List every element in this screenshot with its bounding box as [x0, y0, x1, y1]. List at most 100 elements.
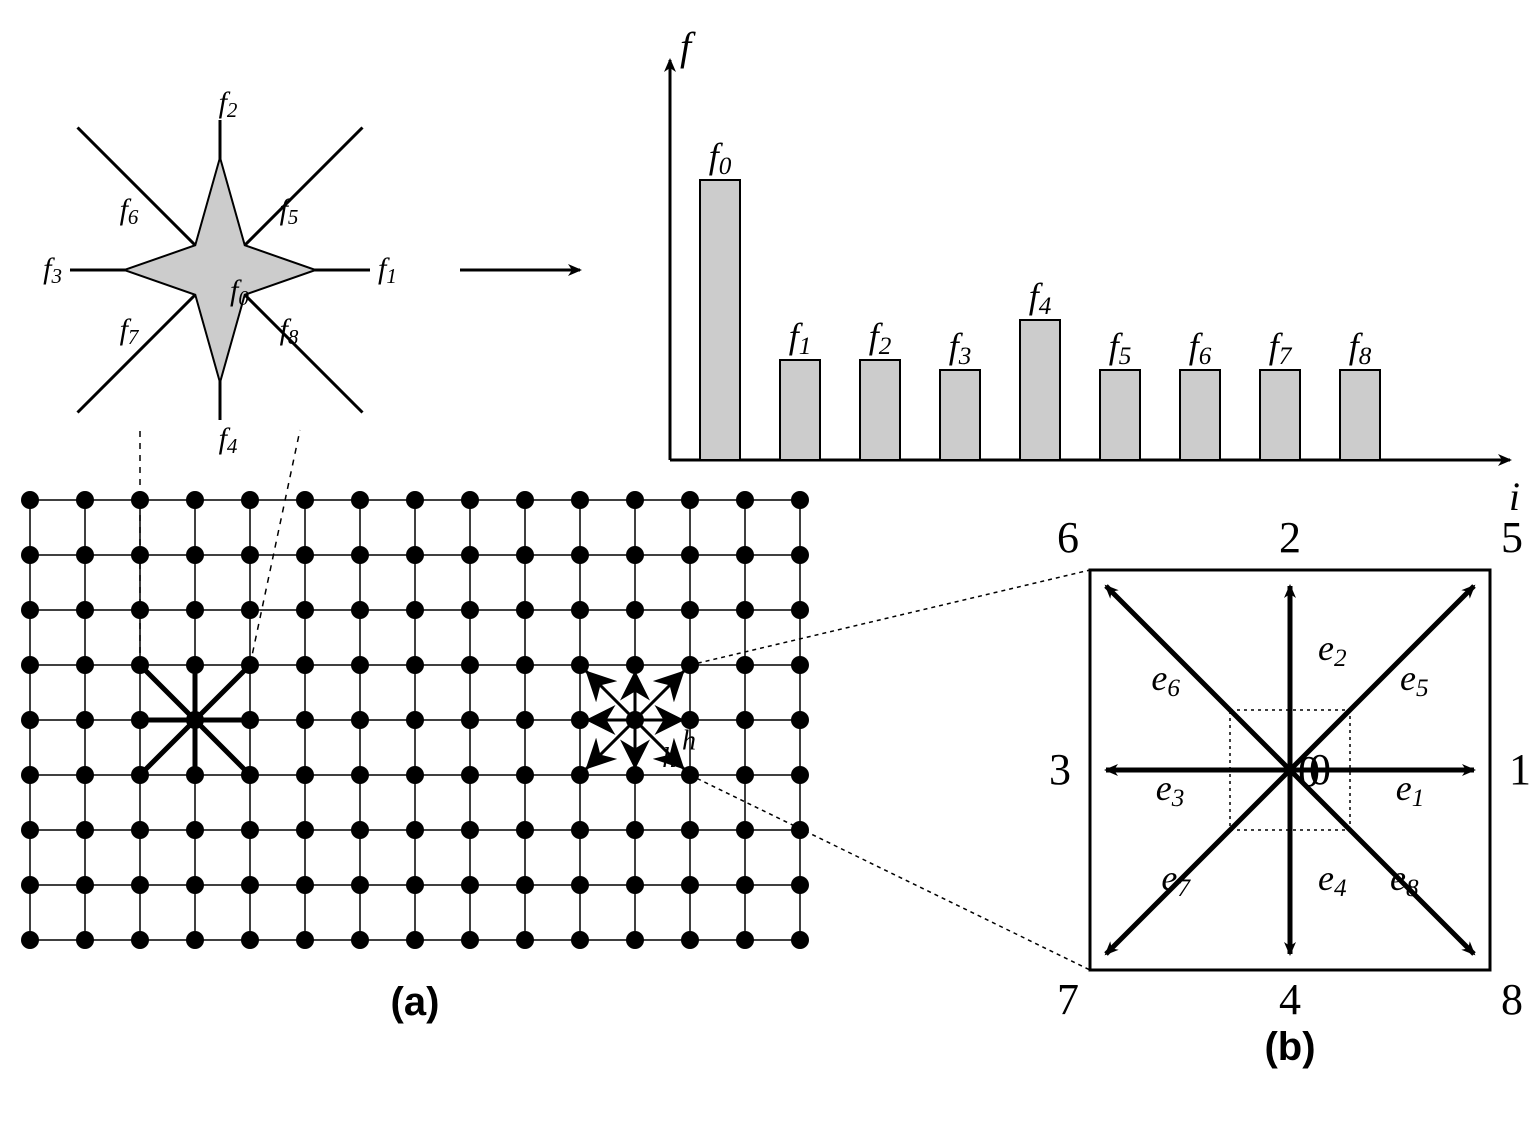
lattice-node: [21, 876, 39, 894]
bar: [780, 360, 820, 460]
edge-label: e5: [1400, 658, 1429, 702]
lattice-node: [736, 656, 754, 674]
star-label: f4: [219, 422, 238, 458]
lattice-node: [791, 876, 809, 894]
lattice-node: [21, 821, 39, 839]
lattice-node: [21, 601, 39, 619]
lattice-node: [681, 876, 699, 894]
lattice-node: [406, 821, 424, 839]
lattice-node: [461, 711, 479, 729]
lattice-node: [186, 546, 204, 564]
lattice-node: [461, 656, 479, 674]
lattice-node: [241, 491, 259, 509]
lattice-node: [736, 711, 754, 729]
lattice-node: [791, 656, 809, 674]
lattice-node: [516, 601, 534, 619]
lattice-node: [571, 601, 589, 619]
lattice-node: [76, 601, 94, 619]
lattice-node: [406, 491, 424, 509]
lattice-node: [516, 491, 534, 509]
lattice-node: [736, 766, 754, 784]
lattice-node: [131, 876, 149, 894]
lattice-node: [296, 821, 314, 839]
lattice-node: [76, 656, 94, 674]
lattice-node: [296, 546, 314, 564]
lattice-node: [791, 601, 809, 619]
lattice-node: [516, 711, 534, 729]
lattice-node: [791, 491, 809, 509]
bar: [860, 360, 900, 460]
bar: [1340, 370, 1380, 460]
panel-label-a: (a): [391, 980, 440, 1024]
node-label: 7: [1057, 975, 1079, 1024]
lattice-node: [76, 766, 94, 784]
node-label: 1: [1509, 745, 1531, 794]
lattice-node: [241, 601, 259, 619]
lattice-node: [736, 876, 754, 894]
lattice-node: [131, 931, 149, 949]
d2q9-stencil: 012345678e1e2e3e4e5e6e7e80: [1049, 513, 1531, 1024]
lattice-node: [406, 601, 424, 619]
lattice-node: [626, 546, 644, 564]
lattice-node: [186, 821, 204, 839]
lattice-node: [296, 711, 314, 729]
lattice-node: [21, 711, 39, 729]
lattice-node: [241, 546, 259, 564]
bar-label: f0: [709, 136, 732, 180]
lattice-node: [351, 491, 369, 509]
bar-label: f8: [1349, 326, 1372, 370]
star-label: f3: [43, 252, 62, 288]
lattice-node: [461, 876, 479, 894]
lattice-node: [76, 491, 94, 509]
bar-chart: fif0f1f2f3f4f5f6f7f8: [670, 24, 1520, 519]
star-label: f2: [219, 86, 238, 122]
lattice-node: [736, 491, 754, 509]
lattice-node: [351, 711, 369, 729]
lattice-node: [626, 876, 644, 894]
lattice-node: [516, 656, 534, 674]
lattice-node: [626, 491, 644, 509]
lattice-node: [791, 821, 809, 839]
lattice-node: [186, 931, 204, 949]
node-label: 5: [1501, 513, 1523, 562]
lattice-node: [351, 766, 369, 784]
bar-label: f1: [789, 316, 812, 360]
bar: [1020, 320, 1060, 460]
lattice-node: [131, 821, 149, 839]
lattice-node: [406, 656, 424, 674]
lattice-node: [76, 931, 94, 949]
lattice-node: [21, 491, 39, 509]
edge-label: e7: [1161, 858, 1191, 902]
lattice-node: [21, 546, 39, 564]
lattice-node: [351, 601, 369, 619]
lattice-node: [791, 766, 809, 784]
bar: [1100, 370, 1140, 460]
star-label: f8: [280, 313, 299, 349]
lattice-node: [516, 546, 534, 564]
node-label: 3: [1049, 745, 1071, 794]
lattice-node: [626, 931, 644, 949]
star-label: f6: [120, 193, 139, 229]
lattice-node: [736, 931, 754, 949]
bar-label: f4: [1029, 276, 1052, 320]
lattice-node: [406, 876, 424, 894]
lattice-node: [681, 601, 699, 619]
lattice-grid: hh: [21, 430, 1090, 970]
lattice-node: [516, 876, 534, 894]
edge-label: e4: [1318, 858, 1347, 902]
lattice-node: [516, 821, 534, 839]
lattice-node: [571, 491, 589, 509]
lattice-node: [736, 546, 754, 564]
node-label: 2: [1279, 513, 1301, 562]
lattice-node: [791, 711, 809, 729]
lattice-node: [296, 601, 314, 619]
lattice-node: [571, 931, 589, 949]
lattice-node: [571, 546, 589, 564]
lattice-node: [76, 876, 94, 894]
lattice-node: [516, 766, 534, 784]
lattice-node: [461, 931, 479, 949]
lattice-node: [351, 656, 369, 674]
lattice-node: [461, 766, 479, 784]
lattice-node: [736, 601, 754, 619]
bar: [700, 180, 740, 460]
